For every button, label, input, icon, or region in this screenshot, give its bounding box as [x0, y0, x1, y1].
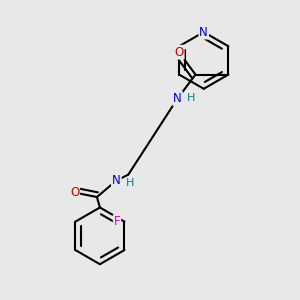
Text: H: H: [126, 178, 134, 188]
Text: N: N: [112, 174, 121, 187]
Text: O: O: [70, 186, 79, 199]
Text: O: O: [174, 46, 184, 59]
Text: F: F: [114, 215, 120, 228]
Text: H: H: [187, 94, 195, 103]
Text: N: N: [173, 92, 182, 105]
Text: N: N: [200, 26, 208, 38]
